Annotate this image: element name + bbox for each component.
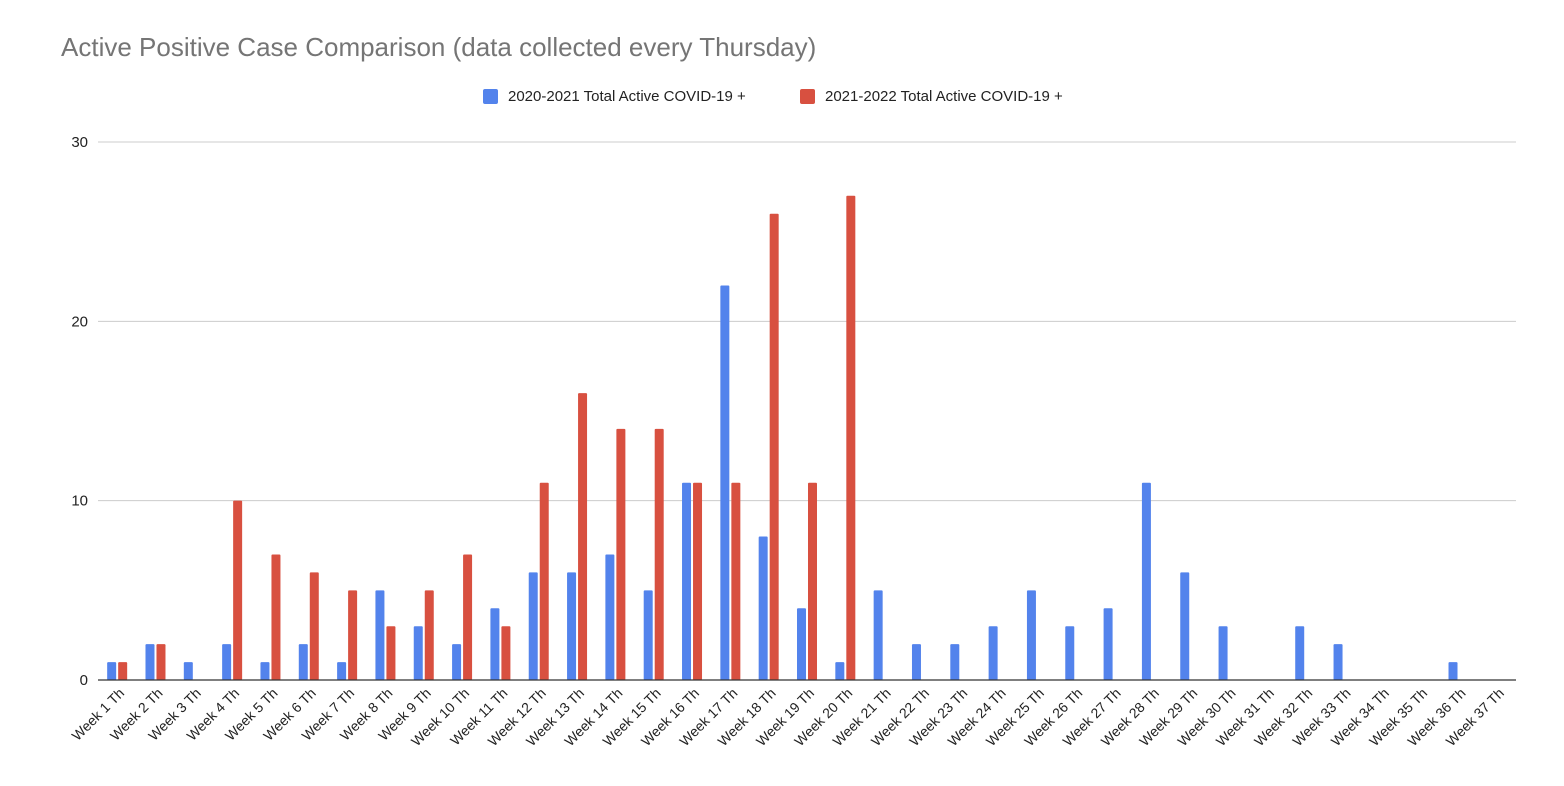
bar-series-1-33 — [1333, 644, 1343, 680]
bar-series-1-27 — [1103, 608, 1113, 680]
bar-series-1-17 — [720, 285, 730, 680]
bar-series-2-9 — [424, 590, 434, 680]
bar-series-1-2 — [145, 644, 155, 680]
bar-series-1-23 — [950, 644, 960, 680]
bar-series-2-4 — [233, 500, 243, 680]
chart-title: Active Positive Case Comparison (data co… — [61, 32, 817, 62]
bar-series-1-29 — [1180, 572, 1190, 680]
bar-series-2-20 — [846, 195, 856, 681]
bar-series-1-3 — [183, 662, 193, 680]
bar-series-1-28 — [1141, 482, 1151, 680]
bar-series-1-36 — [1448, 662, 1458, 680]
bar-series-2-8 — [386, 626, 396, 680]
bar-series-2-17 — [731, 482, 741, 680]
y-tick-label-30: 30 — [71, 134, 88, 151]
legend-swatch-series-1 — [483, 89, 498, 104]
series-1-bars — [107, 285, 1458, 680]
bar-series-2-1 — [118, 662, 128, 680]
legend: 2020-2021 Total Active COVID-19 + 2021-2… — [0, 88, 1564, 110]
y-tick-label-0: 0 — [80, 672, 88, 689]
bar-series-2-2 — [156, 644, 166, 680]
bar-series-2-13 — [578, 393, 588, 680]
bar-series-2-10 — [463, 554, 473, 680]
bar-series-1-14 — [605, 554, 615, 680]
bar-series-1-11 — [490, 608, 500, 680]
series-2-bars — [118, 195, 856, 681]
bar-series-1-15 — [643, 590, 653, 680]
bar-series-2-6 — [309, 572, 319, 680]
legend-swatch-series-2 — [800, 89, 815, 104]
y-tick-label-10: 10 — [71, 493, 88, 510]
bar-series-1-6 — [298, 644, 308, 680]
y-tick-label-20: 20 — [71, 313, 88, 330]
bar-series-1-9 — [413, 626, 423, 680]
bar-series-2-12 — [539, 482, 549, 680]
bar-series-2-19 — [808, 482, 817, 680]
bar-series-1-12 — [528, 572, 538, 680]
bar-series-2-5 — [271, 554, 281, 680]
legend-item-series-1[interactable]: 2020-2021 Total Active COVID-19 + — [483, 88, 746, 105]
bar-series-1-5 — [260, 662, 270, 680]
bar-series-1-20 — [835, 662, 845, 680]
bar-series-2-18 — [769, 213, 779, 680]
bar-series-1-4 — [222, 644, 232, 680]
bar-series-2-14 — [616, 428, 626, 680]
bar-series-1-26 — [1065, 626, 1075, 680]
bar-series-1-7 — [337, 662, 347, 680]
bar-series-2-15 — [654, 428, 664, 680]
bar-series-1-13 — [567, 572, 577, 680]
bar-series-1-25 — [1026, 590, 1036, 680]
bar-series-1-21 — [873, 590, 883, 680]
bar-series-1-32 — [1295, 626, 1305, 680]
bar-series-1-8 — [375, 590, 385, 680]
bar-series-2-7 — [348, 590, 358, 680]
bar-series-1-16 — [682, 482, 692, 680]
bar-series-1-22 — [911, 644, 921, 680]
legend-item-series-2[interactable]: 2021-2022 Total Active COVID-19 + — [800, 88, 1063, 105]
bar-series-1-30 — [1218, 626, 1228, 680]
legend-label-series-2: 2021-2022 Total Active COVID-19 + — [825, 88, 1063, 105]
legend-label-series-1: 2020-2021 Total Active COVID-19 + — [508, 88, 746, 105]
bar-series-2-11 — [501, 626, 511, 680]
bar-series-2-16 — [693, 482, 703, 680]
bar-series-1-19 — [797, 608, 806, 680]
bar-series-1-1 — [107, 662, 117, 680]
bar-series-1-18 — [758, 536, 768, 680]
bar-series-1-10 — [452, 644, 462, 680]
bar-series-1-24 — [988, 626, 998, 680]
